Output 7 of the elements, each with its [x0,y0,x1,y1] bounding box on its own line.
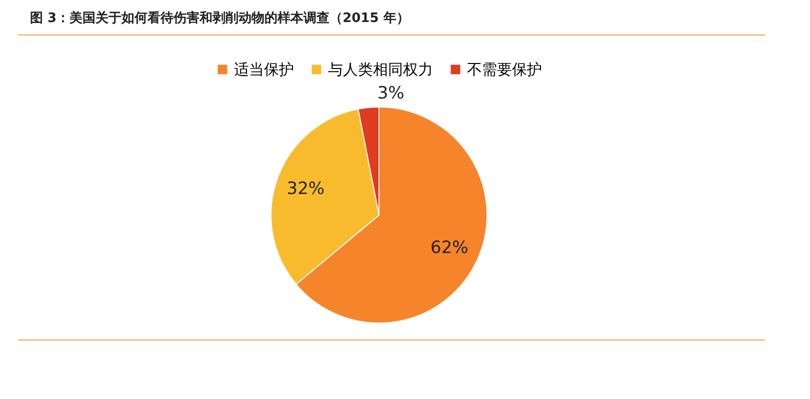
legend-label: 不需要保护 [467,60,542,79]
legend-label: 适当保护 [234,60,294,79]
data-label: 32% [286,179,325,200]
chart-title: 图 3：美国关于如何看待伤害和剥削动物的样本调查（2015 年） [30,10,410,26]
data-label: 62% [430,238,468,258]
legend-label: 与人类相同权力 [328,60,433,79]
data-label: 3% [377,84,404,104]
